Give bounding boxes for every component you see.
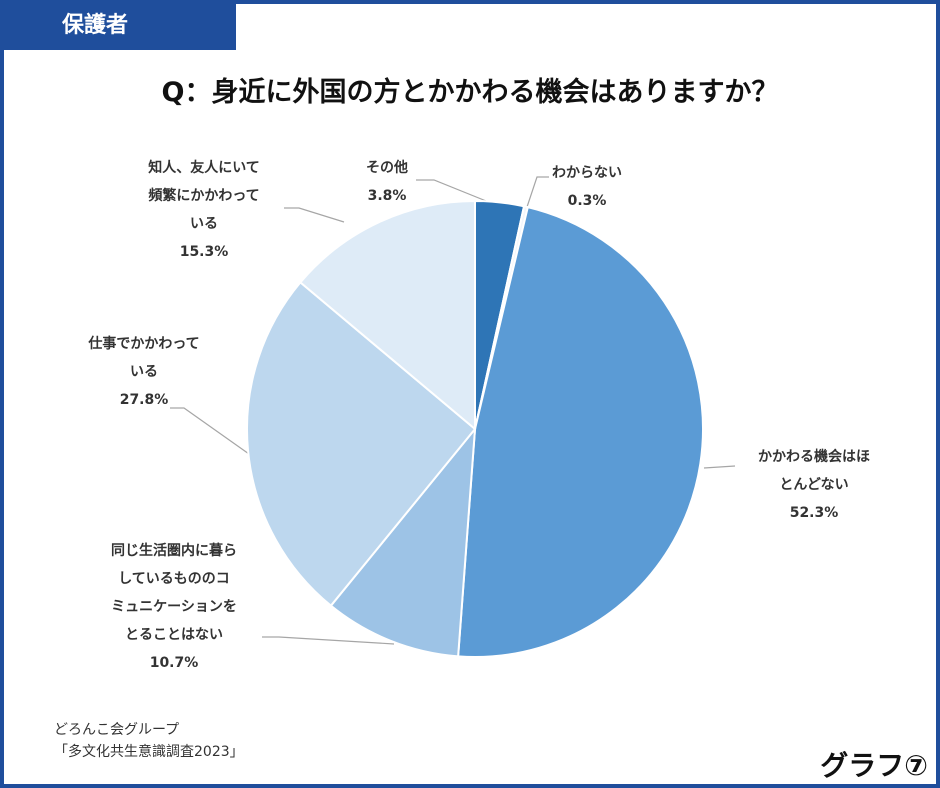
- pie-slice: [298, 199, 476, 432]
- label: 仕事でかかわって いる: [88, 336, 200, 380]
- label: その他: [366, 160, 408, 176]
- graph-number: グラフ⑦: [820, 749, 928, 782]
- chart-title: Q：身近に外国の方とかかわる機会はありますか？: [161, 77, 779, 108]
- value-label: 15.3%: [179, 244, 229, 260]
- slice-label: その他 3.8%: [366, 154, 408, 210]
- pie-slice: [329, 425, 477, 658]
- value-label: 10.7%: [149, 655, 199, 671]
- slice-label: 仕事でかかわって いる 27.8%: [88, 330, 199, 414]
- slice-label: 知人、友人にいて 頻繁にかかわって いる 15.3%: [148, 154, 260, 266]
- value-label: 3.8%: [367, 188, 407, 204]
- value-label: 27.8%: [119, 392, 169, 408]
- label: わからない: [552, 165, 622, 181]
- label: 知人、友人にいて 頻繁にかかわって いる: [148, 160, 260, 232]
- tab: 保護者: [4, 4, 236, 50]
- source: どろんこ会グループ 「多文化共生意識調査2023」: [54, 722, 244, 760]
- value-label: 52.3%: [789, 505, 839, 521]
- label: 同じ生活圏内に暮ら しているもののコ ミュニケーションを とることはない: [111, 543, 237, 643]
- slice-label: かかわる機会はほ とんどない 52.3%: [758, 443, 870, 527]
- slice-label: わからない 0.3%: [552, 159, 622, 215]
- value-label: 0.3%: [567, 193, 607, 209]
- slice-label: 同じ生活圏内に暮ら しているもののコ ミュニケーションを とることはない 10.7…: [111, 537, 237, 677]
- leader-lines: [170, 176, 736, 645]
- label: かかわる機会はほ とんどない: [758, 449, 870, 493]
- pie-slice: [246, 280, 477, 608]
- pie-slice: [457, 205, 704, 658]
- chart: [170, 176, 736, 658]
